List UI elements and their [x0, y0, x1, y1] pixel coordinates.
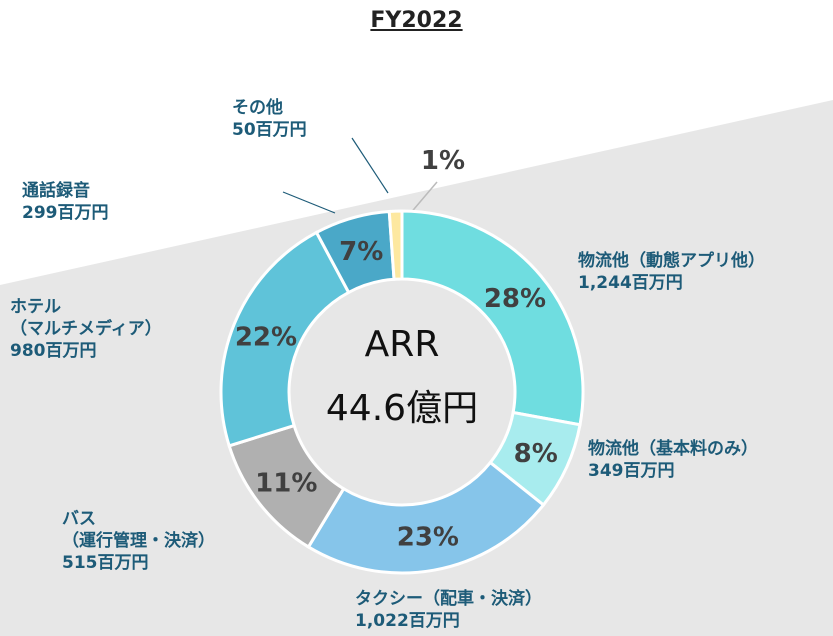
value-label: 1,022百万円 [355, 611, 460, 631]
value-label: 299百万円 [22, 203, 109, 223]
center-label: 44.6億円 [326, 388, 478, 429]
percent-label: 11% [255, 469, 317, 499]
percent-label: 1% [421, 146, 465, 176]
category-label: その他 [232, 98, 283, 118]
category-label: 物流他（基本料のみ） [588, 439, 758, 459]
category-label: タクシー（配車・決済） [355, 589, 542, 609]
category-label: 通話録音 [22, 181, 90, 201]
category-label: バス （運行管理・決済） [62, 509, 215, 551]
leader-line [282, 191, 336, 214]
background-band [0, 100, 833, 636]
donut-slice [219, 230, 351, 448]
percent-label: 28% [484, 284, 546, 314]
percent-label: 23% [397, 523, 459, 553]
donut-slice [400, 209, 585, 427]
value-label: 1,244百万円 [578, 273, 683, 293]
leader-line [351, 137, 389, 194]
value-label: 349百万円 [588, 461, 675, 481]
donut-slice [387, 209, 404, 281]
category-label: 物流他（動態アプリ他） [578, 251, 765, 271]
donut-slice [306, 460, 546, 575]
value-label: 980百万円 [10, 341, 97, 361]
category-label: ホテル （マルチメディア） [10, 297, 162, 339]
chart-title: FY2022 [370, 8, 463, 33]
percent-label: 22% [235, 322, 297, 352]
percent-label: 8% [514, 439, 558, 469]
value-label: 50百万円 [232, 120, 307, 140]
center-label: ARR [365, 324, 440, 365]
percent-label: 7% [339, 237, 383, 267]
value-label: 515百万円 [62, 553, 149, 573]
